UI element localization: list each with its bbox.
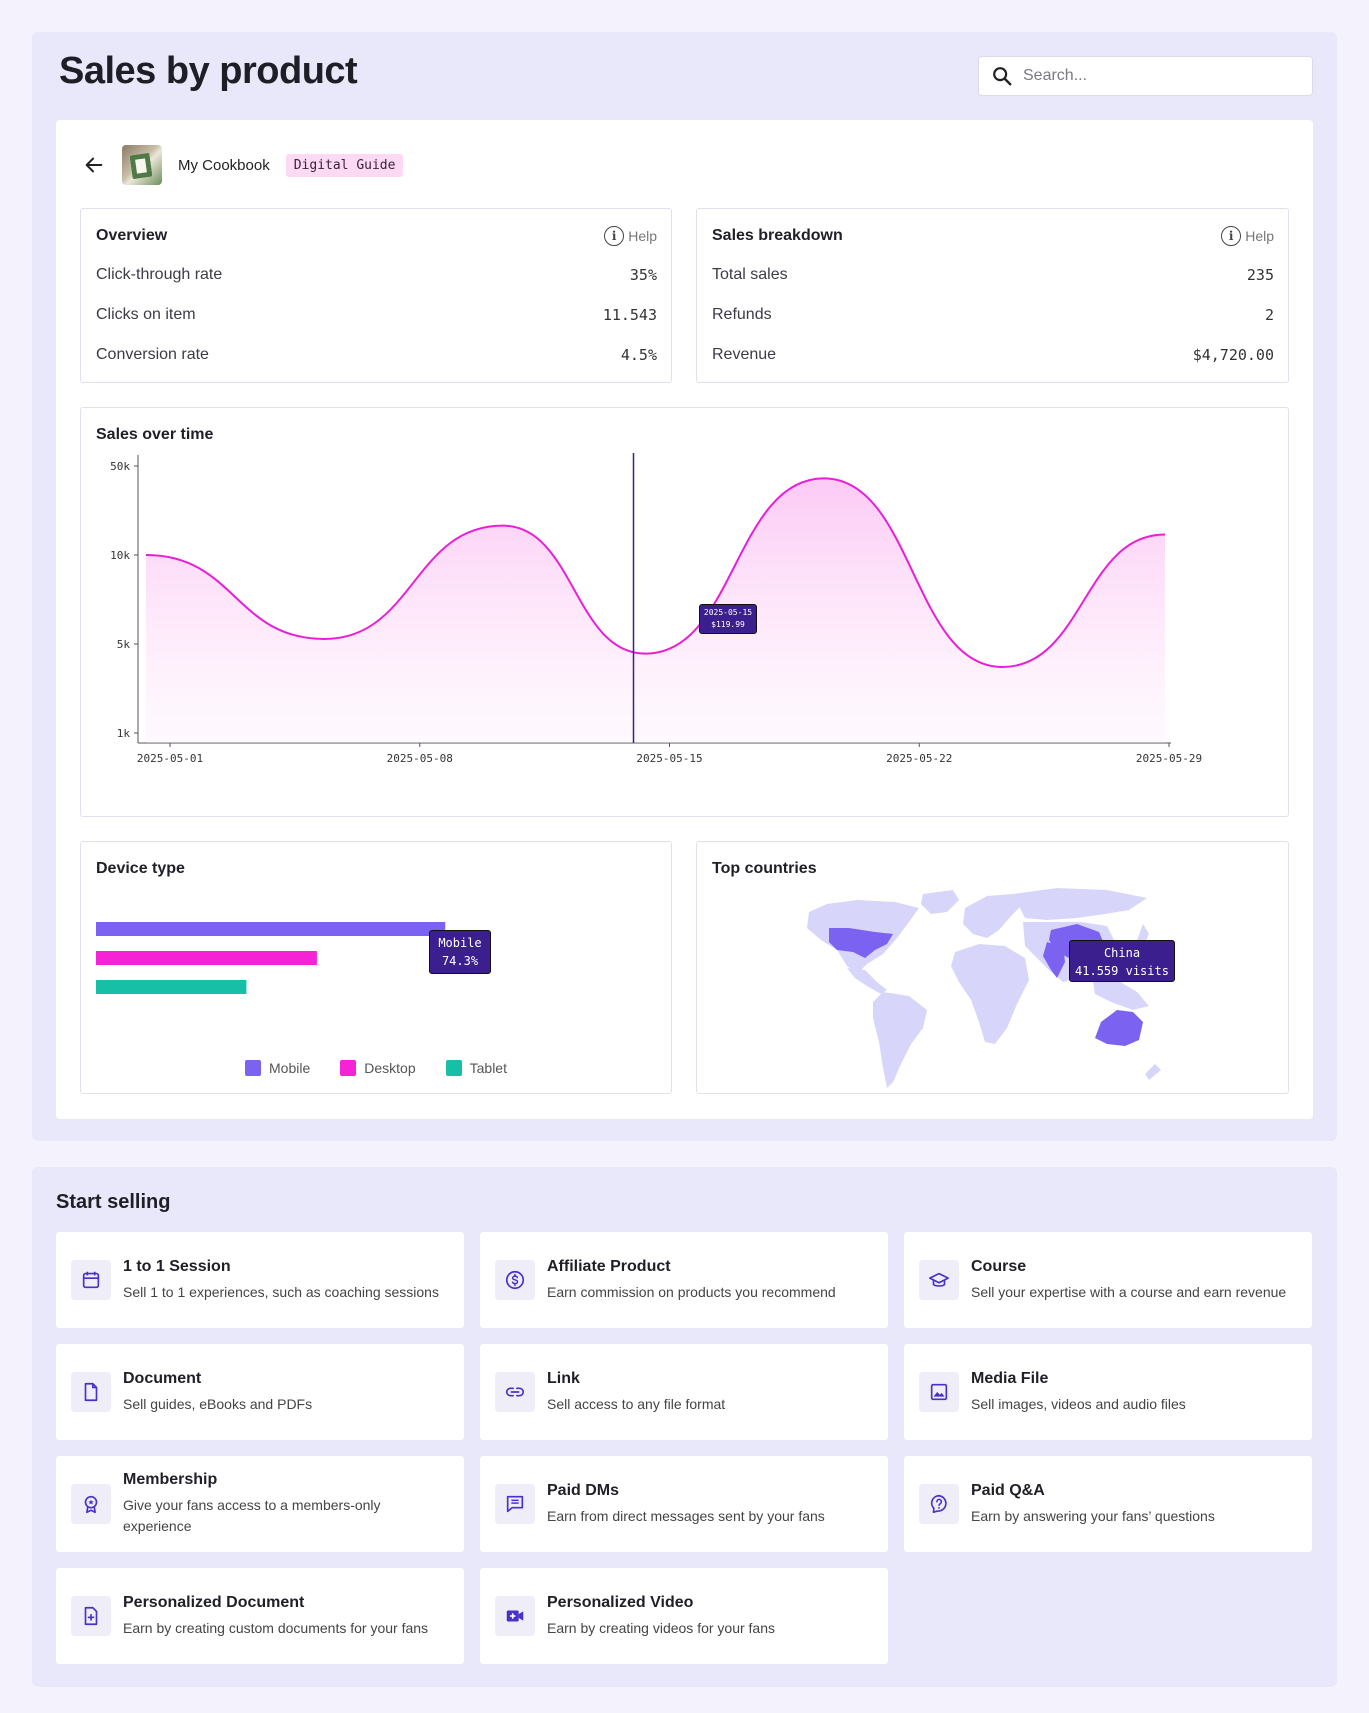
product-thumbnail <box>122 145 162 185</box>
y-tick-label: 10k <box>110 549 130 562</box>
arrow-left-icon <box>85 157 103 173</box>
device-bar-tablet[interactable] <box>96 980 247 994</box>
breakdown-help-button[interactable]: i Help <box>1221 226 1274 246</box>
device-bar-mobile[interactable] <box>96 922 446 936</box>
calendar-icon <box>82 1271 100 1289</box>
sales-area <box>146 478 1165 743</box>
stat-row: Clicks on item 11.543 <box>96 306 657 324</box>
overview-help-button[interactable]: i Help <box>604 226 657 246</box>
device-type-box: Device type Mobile 74.3% Mobile Desktop … <box>80 841 672 1094</box>
map-central-america[interactable] <box>847 968 887 994</box>
map-new-zealand[interactable] <box>1145 1064 1161 1080</box>
stat-row: Revenue $4,720.00 <box>712 346 1274 364</box>
dollar-circle-icon <box>505 1270 525 1290</box>
back-button[interactable] <box>80 151 108 179</box>
sell-option-link[interactable]: Link Sell access to any file format <box>480 1344 888 1440</box>
sell-option-affiliate-product[interactable]: Affiliate Product Earn commission on prod… <box>480 1232 888 1328</box>
y-tick-label: 50k <box>110 460 130 473</box>
x-tick-label: 2025-05-08 <box>387 752 453 765</box>
map-usa-highlight[interactable] <box>829 928 893 958</box>
sales-panel: Sales by product My Cookbook Digital Gui… <box>32 32 1337 1141</box>
sell-option-course[interactable]: Course Sell your expertise with a course … <box>904 1232 1312 1328</box>
document-plus-icon <box>84 1606 98 1626</box>
start-selling-title: Start selling <box>56 1191 171 1213</box>
x-tick-label: 2025-05-01 <box>137 752 203 765</box>
sales-tooltip: 2025-05-15 $119.99 <box>699 604 757 634</box>
stat-row: Click-through rate 35% <box>96 266 657 284</box>
sell-option-personalized-video[interactable]: Personalized Video Earn by creating video… <box>480 1568 888 1664</box>
document-icon <box>84 1382 98 1402</box>
device-legend: Mobile Desktop Tablet <box>81 1060 671 1076</box>
product-header: My Cookbook Digital Guide <box>80 144 404 186</box>
product-name: My Cookbook <box>178 156 270 174</box>
product-type-badge: Digital Guide <box>285 153 404 177</box>
breakdown-title: Sales breakdown <box>712 227 843 244</box>
info-icon: i <box>1221 226 1242 246</box>
map-greenland[interactable] <box>921 890 959 914</box>
page-title: Sales by product <box>59 50 358 92</box>
countries-tooltip: China 41.559 visits <box>1069 940 1175 982</box>
legend-item-mobile[interactable]: Mobile <box>245 1060 310 1076</box>
map-russia[interactable] <box>1013 888 1147 920</box>
sales-line <box>145 477 1166 668</box>
badge-icon <box>84 1495 98 1514</box>
overview-box: Overview i Help Click-through rate 35% Cli… <box>80 208 672 383</box>
sales-line-chart[interactable]: 1k 5k 10k 50k 2025-05-01 2025-05-08 2025-05-15… <box>81 408 1288 816</box>
legend-item-desktop[interactable]: Desktop <box>340 1060 416 1076</box>
image-icon <box>930 1383 948 1401</box>
sell-option-paid-dms[interactable]: Paid DMs Earn from direct messages sent b… <box>480 1456 888 1552</box>
video-plus-icon <box>506 1610 524 1622</box>
sales-chart-title: Sales over time <box>96 426 214 443</box>
x-tick-label: 2025-05-29 <box>1136 752 1202 765</box>
top-countries-box: Top countries <box>696 841 1289 1094</box>
legend-item-tablet[interactable]: Tablet <box>445 1060 507 1076</box>
device-bar-desktop[interactable] <box>96 951 317 965</box>
sell-option-paid-qa[interactable]: Paid Q&A Earn by answering your fans’ que… <box>904 1456 1312 1552</box>
map-africa[interactable] <box>951 944 1029 1044</box>
stat-row: Refunds 2 <box>712 306 1274 324</box>
sell-option-1-to-1-session[interactable]: 1 to 1 Session Sell 1 to 1 experiences, s… <box>56 1232 464 1328</box>
device-bar-chart[interactable] <box>81 842 671 1042</box>
y-tick-label: 1k <box>117 727 131 740</box>
y-tick-label: 5k <box>117 638 131 651</box>
x-tick-label: 2025-05-15 <box>636 752 702 765</box>
map-europe[interactable] <box>963 894 1023 938</box>
info-icon: i <box>604 226 625 246</box>
sell-option-membership[interactable]: Membership Give your fans access to a mem… <box>56 1456 464 1552</box>
map-south-america[interactable] <box>873 992 927 1088</box>
sell-option-personalized-document[interactable]: Personalized Document Earn by creating cu… <box>56 1568 464 1664</box>
world-map[interactable] <box>697 842 1288 1093</box>
countries-title: Top countries <box>712 860 817 877</box>
start-selling-panel: Start selling 1 to 1 Session Sell 1 to 1 … <box>32 1167 1337 1687</box>
message-icon <box>506 1495 524 1513</box>
map-australia-highlight[interactable] <box>1095 1010 1143 1046</box>
device-tooltip: Mobile 74.3% <box>429 930 491 974</box>
overview-title: Overview <box>96 227 168 244</box>
x-tick-label: 2025-05-22 <box>886 752 952 765</box>
search-icon <box>993 67 1012 86</box>
map-southeast-asia[interactable] <box>1093 980 1149 1010</box>
search-input[interactable] <box>1023 67 1303 85</box>
product-stats-card: My Cookbook Digital Guide Overview i Help… <box>56 120 1313 1119</box>
stat-row: Conversion rate 4.5% <box>96 346 657 364</box>
sales-breakdown-box: Sales breakdown i Help Total sales 235 Ref… <box>696 208 1289 383</box>
question-icon <box>930 1494 947 1514</box>
stat-row: Total sales 235 <box>712 266 1274 284</box>
graduation-cap-icon <box>929 1272 949 1287</box>
link-icon <box>505 1387 525 1397</box>
sell-option-document[interactable]: Document Sell guides, eBooks and PDFs <box>56 1344 464 1440</box>
sell-option-media-file[interactable]: Media File Sell images, videos and audio … <box>904 1344 1312 1440</box>
sales-over-time-box: Sales over time 1k 5k 10k 50k 2025-05-01 2025… <box>80 407 1289 817</box>
search-box[interactable] <box>978 56 1313 96</box>
device-title: Device type <box>96 860 185 877</box>
